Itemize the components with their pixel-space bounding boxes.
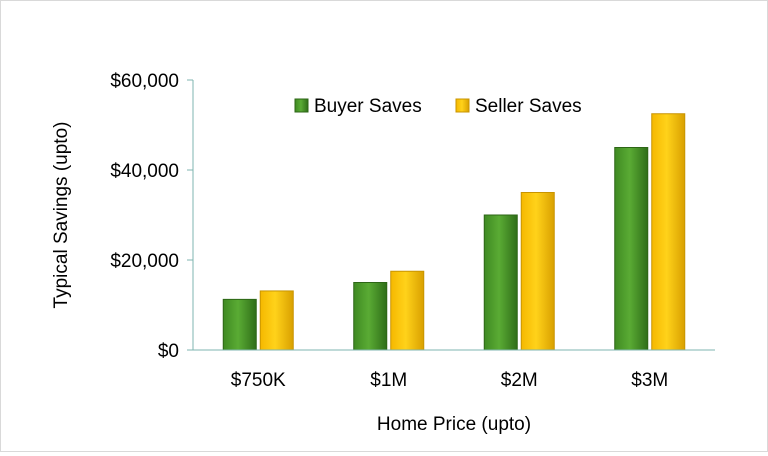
- y-tick-label: $0: [158, 341, 179, 362]
- y-axis-title: Typical Savings (upto): [51, 122, 72, 309]
- legend: Buyer Saves Seller Saves: [294, 96, 582, 117]
- x-tick-label: $1M: [370, 370, 407, 391]
- y-tick-label: $40,000: [110, 161, 179, 182]
- bar-buyer-2: [483, 214, 518, 351]
- bar-seller-0: [259, 290, 294, 351]
- x-axis-title: Home Price (upto): [377, 414, 531, 435]
- bar-buyer-1: [353, 282, 388, 351]
- bar-buyer-0: [222, 298, 257, 351]
- legend-label-0: Buyer Saves: [314, 96, 422, 117]
- legend-label-1: Seller Saves: [475, 96, 582, 117]
- bar-buyer-3: [614, 147, 649, 351]
- bars-group: [222, 113, 686, 351]
- y-tick-label: $60,000: [110, 71, 179, 92]
- bar-seller-1: [390, 270, 425, 351]
- x-tick-label: $2M: [501, 370, 538, 391]
- x-tick-label: $3M: [631, 370, 668, 391]
- legend-swatch-0: [294, 98, 309, 113]
- bar-seller-2: [520, 192, 555, 351]
- bar-seller-3: [651, 113, 686, 351]
- legend-swatch-1: [455, 98, 470, 113]
- y-tick-label: $20,000: [110, 251, 179, 272]
- axes-group: $0 $20,000 $40,000 $60,000 $750K $1M $2M $3M: [110, 71, 715, 391]
- x-tick-label: $750K: [231, 370, 286, 391]
